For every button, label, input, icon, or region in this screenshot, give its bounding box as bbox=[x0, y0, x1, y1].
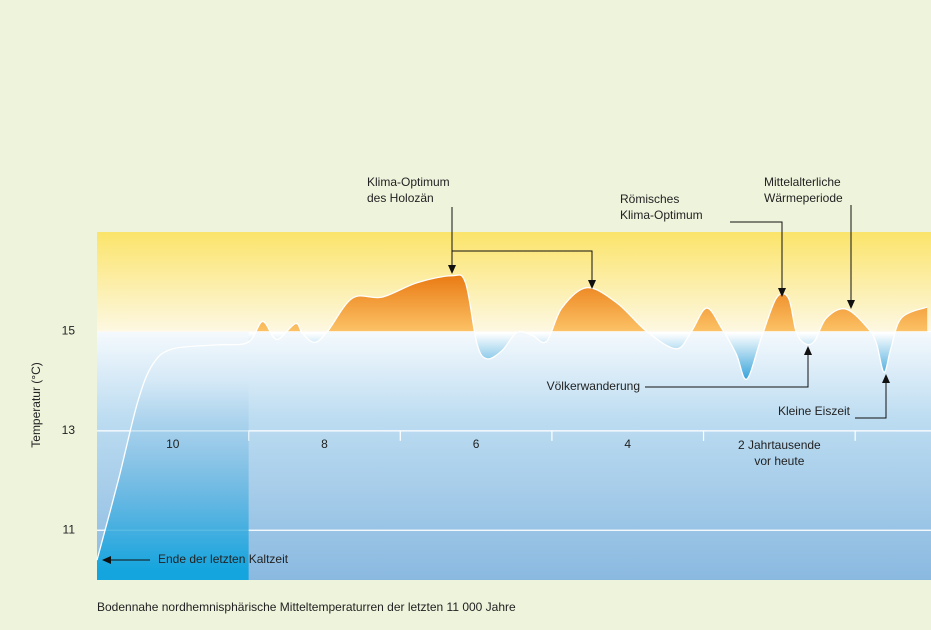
arrow-head bbox=[882, 374, 890, 383]
annotation: Wärmeperiode bbox=[764, 191, 843, 205]
annotation: Klima-Optimum bbox=[367, 175, 450, 189]
caption: Bodennahe nordhemnisphärische Mitteltemp… bbox=[97, 600, 516, 614]
x-tick-label: 8 bbox=[321, 437, 328, 451]
warm-band bbox=[97, 232, 931, 332]
annotation: Klima-Optimum bbox=[620, 208, 703, 222]
arrow-head bbox=[804, 346, 812, 355]
cold-area bbox=[248, 331, 928, 380]
x-tick-label: 2 Jahrtausende vor heute bbox=[737, 437, 821, 468]
arrow-head bbox=[588, 280, 596, 289]
arrow-head bbox=[448, 265, 456, 274]
temperature-line bbox=[96, 274, 928, 561]
y-axis-label: Temperatur (°C) bbox=[29, 362, 43, 447]
y-tick-label: 15 bbox=[62, 324, 76, 338]
annotation: Kleine Eiszeit bbox=[778, 404, 851, 418]
annotation: Völkerwanderung bbox=[547, 379, 640, 393]
arrow-head bbox=[778, 288, 786, 297]
area-under-curve bbox=[97, 341, 249, 580]
annotation: Ende der letzten Kaltzeit bbox=[158, 552, 289, 566]
y-tick-label: 13 bbox=[62, 423, 76, 437]
arrow-head bbox=[847, 300, 855, 309]
annotation: des Holozän bbox=[367, 191, 434, 205]
arrow-head bbox=[102, 556, 111, 564]
arrow bbox=[855, 378, 887, 419]
y-tick-label: 11 bbox=[63, 522, 76, 536]
annotations bbox=[102, 205, 890, 564]
warm-area bbox=[256, 274, 928, 332]
annotation: Mittelalterliche bbox=[764, 175, 841, 189]
x-tick-label: 6 bbox=[473, 437, 480, 451]
x-tick-label: 4 bbox=[624, 437, 631, 451]
x-tick-label: 10 bbox=[166, 437, 180, 451]
arrow bbox=[730, 221, 783, 293]
arrow bbox=[452, 250, 593, 285]
arrow bbox=[645, 350, 809, 388]
annotation: Römisches bbox=[620, 192, 679, 206]
data-layer bbox=[96, 274, 928, 580]
